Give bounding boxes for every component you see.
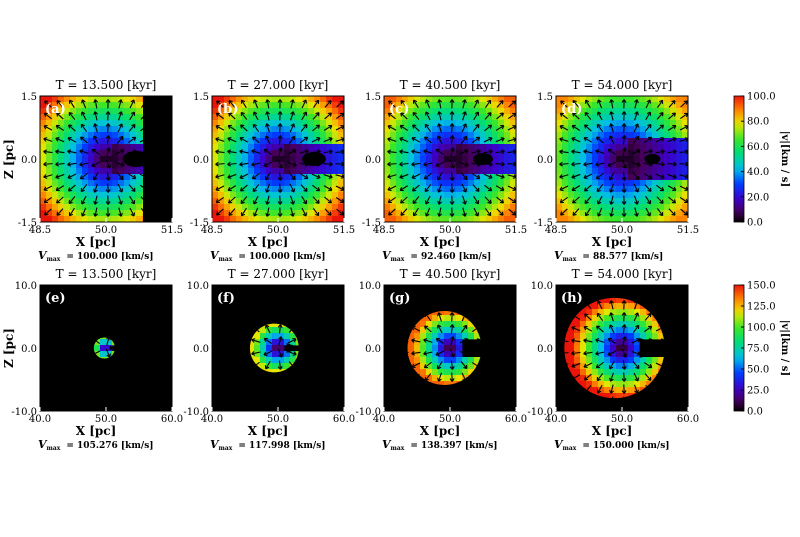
vmax-readout: Vmax= 138.397 [km/s]	[382, 438, 498, 452]
x-tick-label: 60.0	[333, 414, 355, 425]
y-tick-label: -1.5	[362, 218, 381, 229]
y-tick-label: -10.0	[527, 407, 553, 418]
y-axis-label: Z [pc]	[2, 328, 16, 368]
panel-label: (h)	[561, 291, 583, 306]
y-tick-label: -1.5	[534, 218, 553, 229]
colorbar-gradient	[734, 96, 744, 222]
colorbar-tick-label: 25.0	[747, 386, 769, 397]
colorbar-tick-label: 60.0	[747, 142, 769, 153]
colorbar-label: |v|[km / s]	[779, 131, 790, 187]
y-tick-label: 10.0	[359, 281, 381, 292]
y-tick-label: 0.0	[365, 155, 381, 166]
y-tick-label: 0.0	[537, 155, 553, 166]
x-tick-label: 51.5	[677, 225, 699, 236]
panel-label: (d)	[561, 102, 582, 117]
panel-title: T = 40.500 [kyr]	[400, 267, 501, 281]
y-tick-label: 10.0	[15, 281, 37, 292]
wake-region	[473, 153, 493, 165]
vmax-readout: Vmax= 88.577 [km/s]	[554, 249, 663, 263]
x-tick-label: 51.5	[161, 225, 183, 236]
x-axis-label: X [pc]	[76, 424, 117, 438]
y-tick-label: 1.5	[21, 92, 37, 103]
x-tick-label: 51.5	[505, 225, 527, 236]
y-tick-label: -10.0	[355, 407, 381, 418]
y-tick-label: 0.0	[193, 155, 209, 166]
colorbar-tick-label: 80.0	[747, 117, 769, 128]
y-tick-label: -10.0	[183, 407, 209, 418]
colorbar-tick-label: 75.0	[747, 344, 769, 355]
colorbar-tick-label: 150.0	[747, 281, 776, 292]
y-tick-label: 1.5	[537, 92, 553, 103]
x-tick-label: 60.0	[161, 414, 183, 425]
y-tick-label: 0.0	[21, 344, 37, 355]
y-tick-label: 10.0	[531, 281, 553, 292]
panel-label: (g)	[389, 291, 410, 306]
y-tick-label: -10.0	[11, 407, 37, 418]
x-tick-label: 51.5	[333, 225, 355, 236]
colorbar-tick-label: 0.0	[747, 218, 763, 229]
colorbar: 100.0 80.0 60.0 40.0 20.0 0.0 |v|[km / s]	[734, 92, 790, 229]
panel-title: T = 13.500 [kyr]	[56, 267, 157, 281]
x-axis-label: X [pc]	[248, 424, 289, 438]
panel-label: (a)	[45, 102, 66, 117]
panel-title: T = 13.500 [kyr]	[56, 78, 157, 92]
panel-label: (f)	[217, 291, 235, 306]
y-tick-label: 0.0	[193, 344, 209, 355]
x-axis-label: X [pc]	[248, 235, 289, 249]
colorbar-tick-label: 20.0	[747, 192, 769, 203]
colorbar-tick-label: 100.0	[747, 323, 776, 334]
x-tick-label: 60.0	[505, 414, 527, 425]
x-axis-label: X [pc]	[420, 424, 461, 438]
y-tick-label: -1.5	[18, 218, 37, 229]
x-tick-label: 60.0	[677, 414, 699, 425]
y-tick-label: -1.5	[190, 218, 209, 229]
x-axis-label: X [pc]	[592, 235, 633, 249]
panel-label: (e)	[45, 291, 66, 306]
vmax-readout: Vmax= 117.998 [km/s]	[210, 438, 326, 452]
y-tick-label: 0.0	[365, 344, 381, 355]
x-axis-label: X [pc]	[592, 424, 633, 438]
vmax-readout: Vmax= 105.276 [km/s]	[38, 438, 154, 452]
colorbar-tick-label: 40.0	[747, 167, 769, 178]
panel-title: T = 27.000 [kyr]	[228, 267, 329, 281]
y-tick-label: 10.0	[187, 281, 209, 292]
x-axis-label: X [pc]	[76, 235, 117, 249]
panel-title: T = 54.000 [kyr]	[572, 78, 673, 92]
vmax-readout: Vmax= 150.000 [km/s]	[554, 438, 670, 452]
colorbar-tick-label: 50.0	[747, 365, 769, 376]
wake-region	[644, 154, 660, 164]
vmax-readout: Vmax= 100.000 [km/s]	[38, 249, 154, 263]
panel-label: (b)	[217, 102, 238, 117]
colorbar-label: |v|[km / s]	[779, 320, 790, 376]
panel-label: (c)	[389, 102, 409, 117]
y-tick-label: 0.0	[537, 344, 553, 355]
colorbar: 150.0 125.0 100.0 75.0 50.0 25.0 0.0 |v|[km / s…	[734, 281, 790, 418]
vmax-readout: Vmax= 92.460 [km/s]	[382, 249, 491, 263]
y-tick-label: 0.0	[21, 155, 37, 166]
panel-title: T = 54.000 [kyr]	[572, 267, 673, 281]
panel-title: T = 40.500 [kyr]	[400, 78, 501, 92]
y-tick-label: 1.5	[193, 92, 209, 103]
colorbar-tick-label: 125.0	[747, 302, 776, 313]
x-axis-label: X [pc]	[420, 235, 461, 249]
y-axis-label: Z [pc]	[2, 139, 16, 179]
vmax-readout: Vmax= 100.000 [km/s]	[210, 249, 326, 263]
colorbar-tick-label: 0.0	[747, 407, 763, 418]
colorbar-tick-label: 100.0	[747, 92, 776, 103]
panel-title: T = 27.000 [kyr]	[228, 78, 329, 92]
y-tick-label: 1.5	[365, 92, 381, 103]
